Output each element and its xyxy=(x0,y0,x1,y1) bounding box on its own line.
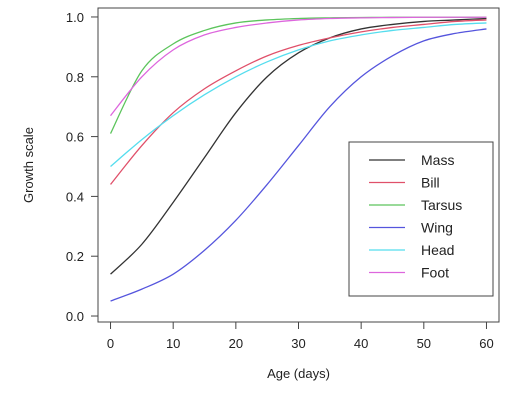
y-tick-label: 0.2 xyxy=(66,249,84,264)
x-axis-label: Age (days) xyxy=(267,366,330,381)
y-tick-label: 0.6 xyxy=(66,130,84,145)
series-line-bill xyxy=(110,19,487,185)
legend-label-foot: Foot xyxy=(421,265,449,281)
y-tick-label: 0.4 xyxy=(66,189,84,204)
legend-label-mass: Mass xyxy=(421,152,454,168)
y-tick-label: 0.0 xyxy=(66,309,84,324)
y-axis-label: Growth scale xyxy=(21,127,36,203)
legend-label-bill: Bill xyxy=(421,175,440,191)
x-tick-label: 10 xyxy=(166,336,180,351)
legend-label-tarsus: Tarsus xyxy=(421,197,462,213)
x-tick-label: 20 xyxy=(229,336,243,351)
series-line-mass xyxy=(110,17,487,275)
series-lines xyxy=(109,16,487,302)
legend-label-wing: Wing xyxy=(421,220,453,236)
x-tick-label: 50 xyxy=(417,336,431,351)
legend-label-head: Head xyxy=(421,242,454,258)
x-tick-label: 30 xyxy=(291,336,305,351)
y-tick-label: 0.8 xyxy=(66,70,84,85)
legend-box xyxy=(348,141,494,297)
series-line-wing xyxy=(110,28,487,302)
axis-ticks: 0 10 20 30 40 50 60 0.0 0.2 0.4 0.6 0.8 1.0 xyxy=(66,10,494,351)
x-tick-label: 60 xyxy=(479,336,493,351)
legend: Mass Bill Tarsus Wing Head Foot xyxy=(348,141,494,297)
x-tick-label: 40 xyxy=(354,336,368,351)
series-line-tarsus xyxy=(109,16,487,134)
series-line-head xyxy=(110,22,487,167)
x-tick-label: 0 xyxy=(107,336,114,351)
series-line-foot xyxy=(110,16,487,117)
y-tick-label: 1.0 xyxy=(66,10,84,25)
